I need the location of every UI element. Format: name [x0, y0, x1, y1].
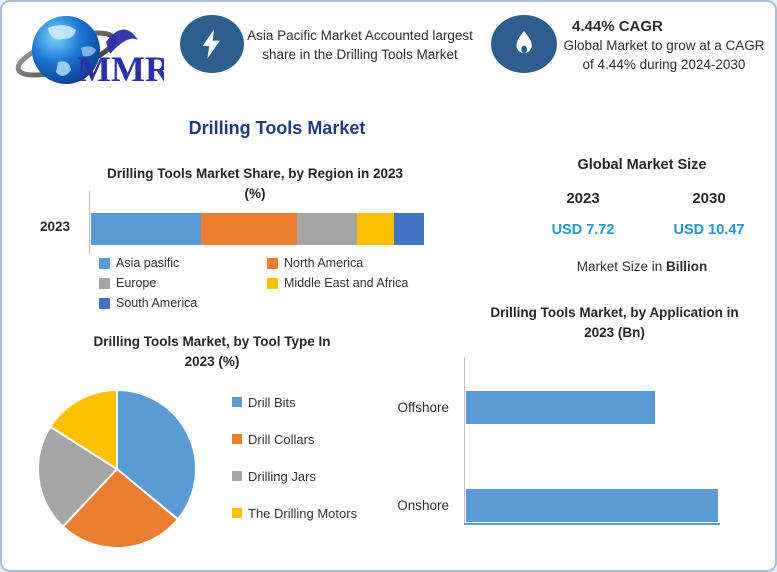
logo-text: MMR — [77, 49, 164, 89]
legend-marker-europe — [99, 277, 110, 289]
bar-label-onshore: Onshore — [397, 498, 449, 513]
legend-label: The Drilling Motors — [248, 505, 358, 521]
tooltype-chart-title-line2: 2023 (%) — [184, 354, 240, 370]
cagr-block: 4.44% CAGR Global Market to grow at a CA… — [558, 18, 770, 75]
legend-marker-middle-east-africa — [267, 277, 278, 289]
legend-item: Asia pasific — [99, 255, 267, 271]
flame-badge — [491, 15, 557, 73]
globe-icon — [32, 16, 100, 84]
application-chart-title: Drilling Tools Market, by Application in… — [457, 303, 772, 344]
application-chart-title-line2: 2023 (Bn) — [584, 325, 645, 341]
region-chart-title: Drilling Tools Market Share, by Region i… — [80, 164, 430, 205]
region-bar-segment — [91, 213, 201, 245]
legend-marker-drill-collars — [232, 434, 242, 444]
legend-marker-drill-bits — [232, 397, 242, 407]
cagr-text: Global Market to grow at a CAGR of 4.44%… — [563, 38, 765, 72]
legend-marker-north-america — [267, 257, 278, 269]
legend-item: South America — [99, 295, 267, 311]
application-bar — [466, 489, 718, 522]
legend-item: The Drilling Motors — [232, 505, 357, 521]
region-chart-title-line1: Drilling Tools Market Share, by Region i… — [106, 166, 404, 181]
pie-slice-the-drilling-motors — [49, 389, 118, 470]
region-legend: Asia pasific North America Europe Middle… — [99, 255, 429, 311]
application-chart-y-axis — [464, 357, 465, 525]
globe-logo-graphic: MMR — [15, 16, 172, 89]
market-size-year: 2030 — [692, 190, 726, 207]
region-chart-category-label: 2023 — [40, 219, 71, 234]
mmr-logo: MMR — [14, 8, 172, 103]
market-size-caption: Market Size in Billion — [522, 259, 762, 274]
region-bar-segment — [394, 213, 424, 245]
legend-item: Middle East and Africa — [267, 275, 429, 291]
legend-label: Middle East and Africa — [284, 276, 409, 290]
legend-item: Europe — [99, 275, 267, 291]
region-bar-segment — [297, 213, 358, 245]
tool-type-pie — [37, 389, 197, 549]
market-size-col-2023: 2023 USD 7.72 — [526, 190, 640, 238]
flame-icon — [516, 30, 532, 54]
market-size-value: USD 7.72 — [551, 222, 615, 238]
global-market-size-title: Global Market Size — [577, 157, 707, 173]
legend-label: Drill Collars — [248, 431, 315, 447]
region-chart-title-line2: (%) — [244, 186, 266, 202]
market-size-col-2030: 2030 USD 10.47 — [652, 190, 766, 238]
legend-label: Europe — [116, 276, 157, 290]
cagr-title: 4.44% CAGR — [572, 18, 663, 35]
application-chart-x-axis — [464, 523, 720, 525]
legend-marker-drilling-jars — [232, 471, 242, 481]
page-title: Drilling Tools Market — [188, 118, 366, 138]
legend-label: South America — [116, 296, 198, 310]
bar-label-offshore: Offshore — [397, 400, 449, 415]
caption-prefix: Market Size in — [576, 259, 667, 274]
tooltype-legend: Drill Bits Drill Collars Drilling Jars T… — [232, 394, 357, 521]
market-size-value: USD 10.47 — [673, 222, 745, 238]
pie-slice-drill-collars — [61, 468, 179, 549]
application-chart-title-line1: Drilling Tools Market, by Application in — [490, 305, 739, 320]
legend-item: Drill Collars — [232, 431, 357, 447]
legend-item: Drilling Jars — [232, 468, 357, 484]
tooltype-chart-title-line1: Drilling Tools Market, by Tool Type In — [93, 334, 331, 349]
pie-slice-drill-bits — [116, 389, 197, 521]
application-bar — [466, 391, 655, 424]
region-bar-segment — [357, 213, 395, 245]
lightning-badge — [180, 15, 244, 73]
legend-label: Asia pasific — [116, 256, 180, 270]
legend-marker-south-america — [99, 297, 110, 309]
region-bar-segment — [200, 213, 298, 245]
asia-highlight-text: Asia Pacific Market Accounted largest sh… — [247, 28, 473, 63]
caption-unit: Billion — [666, 259, 708, 274]
region-chart-y-axis — [89, 191, 90, 255]
region-stacked-bar — [91, 213, 424, 245]
legend-label: Drilling Jars — [248, 468, 316, 484]
legend-label: North America — [284, 256, 364, 270]
tooltype-chart-title: Drilling Tools Market, by Tool Type In 2… — [47, 332, 377, 373]
legend-item: North America — [267, 255, 429, 271]
legend-item: Drill Bits — [232, 394, 357, 410]
legend-label: Drill Bits — [248, 394, 296, 410]
lightning-icon — [202, 29, 220, 59]
pie-slice-drilling-jars — [37, 425, 118, 528]
legend-marker-drilling-motors — [232, 508, 242, 518]
market-size-year: 2023 — [566, 190, 600, 207]
legend-marker-asia-pacific — [99, 257, 110, 269]
